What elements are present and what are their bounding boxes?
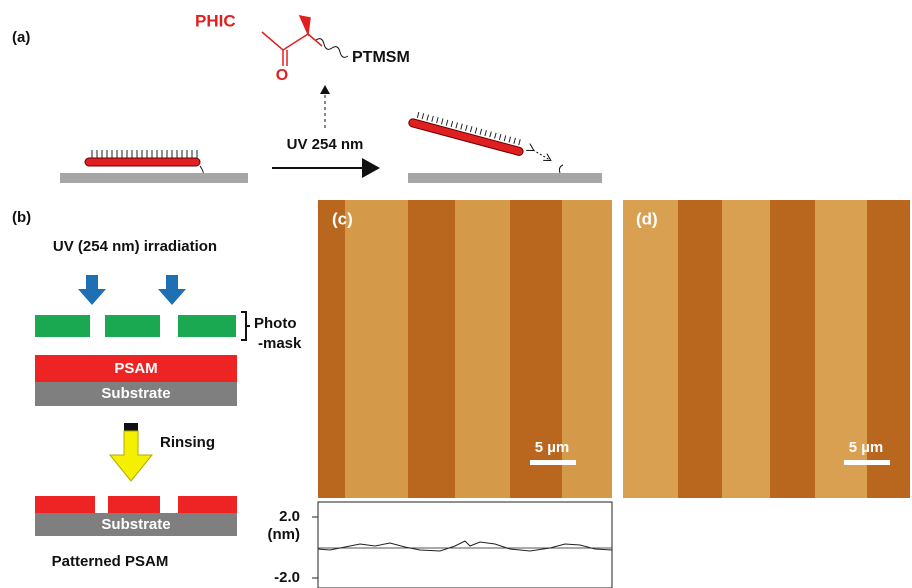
panel-label: (a) [12, 29, 30, 46]
afm-image [623, 200, 910, 498]
panel-label: (b) [12, 209, 31, 226]
layer-label: PSAM [114, 360, 157, 377]
scale-label: 5 µm [535, 439, 570, 456]
afm-image [318, 200, 612, 498]
panel-label: (c) [332, 209, 353, 228]
anchor [199, 165, 204, 174]
step-label: Rinsing [160, 434, 215, 451]
rinse-arrow [108, 430, 154, 482]
profile-trace [317, 540, 613, 552]
scale-bar [530, 460, 576, 465]
anchor [558, 164, 564, 174]
uv-arrows [78, 275, 186, 305]
side-chains [88, 150, 198, 158]
layer-label: Substrate [101, 516, 170, 533]
polymer-chain [315, 38, 349, 58]
photomask [35, 315, 236, 337]
mask-label: -mask [258, 335, 302, 352]
arrow-cap [124, 423, 138, 431]
group-label: PTMSM [352, 49, 410, 66]
scale-bar [844, 460, 890, 465]
patterned-psam [35, 496, 237, 513]
unit-label: (nm) [268, 526, 301, 543]
bracket [241, 311, 250, 341]
psam-layer [35, 355, 237, 382]
profile-frame [317, 501, 613, 588]
group-label: PHIC [195, 11, 236, 30]
substrate [35, 513, 237, 536]
separation-arrow [533, 150, 550, 160]
tick-label: -2.0 [274, 569, 300, 586]
substrate [60, 173, 248, 183]
atom-label: O [276, 67, 288, 84]
layer-label: Substrate [101, 385, 170, 402]
substrate [408, 173, 602, 183]
mask-label: Photo [254, 315, 297, 332]
rod [84, 157, 201, 167]
step-label: UV (254 nm) irradiation [53, 238, 217, 255]
tick-label: 2.0 [279, 508, 300, 525]
molecule [261, 14, 323, 66]
scale-label: 5 µm [849, 439, 884, 456]
detached-rod [408, 111, 524, 156]
result-label: Patterned PSAM [52, 553, 169, 570]
arrow-label: UV 254 nm [287, 136, 364, 153]
panel-label: (d) [636, 209, 658, 228]
substrate [35, 382, 237, 406]
